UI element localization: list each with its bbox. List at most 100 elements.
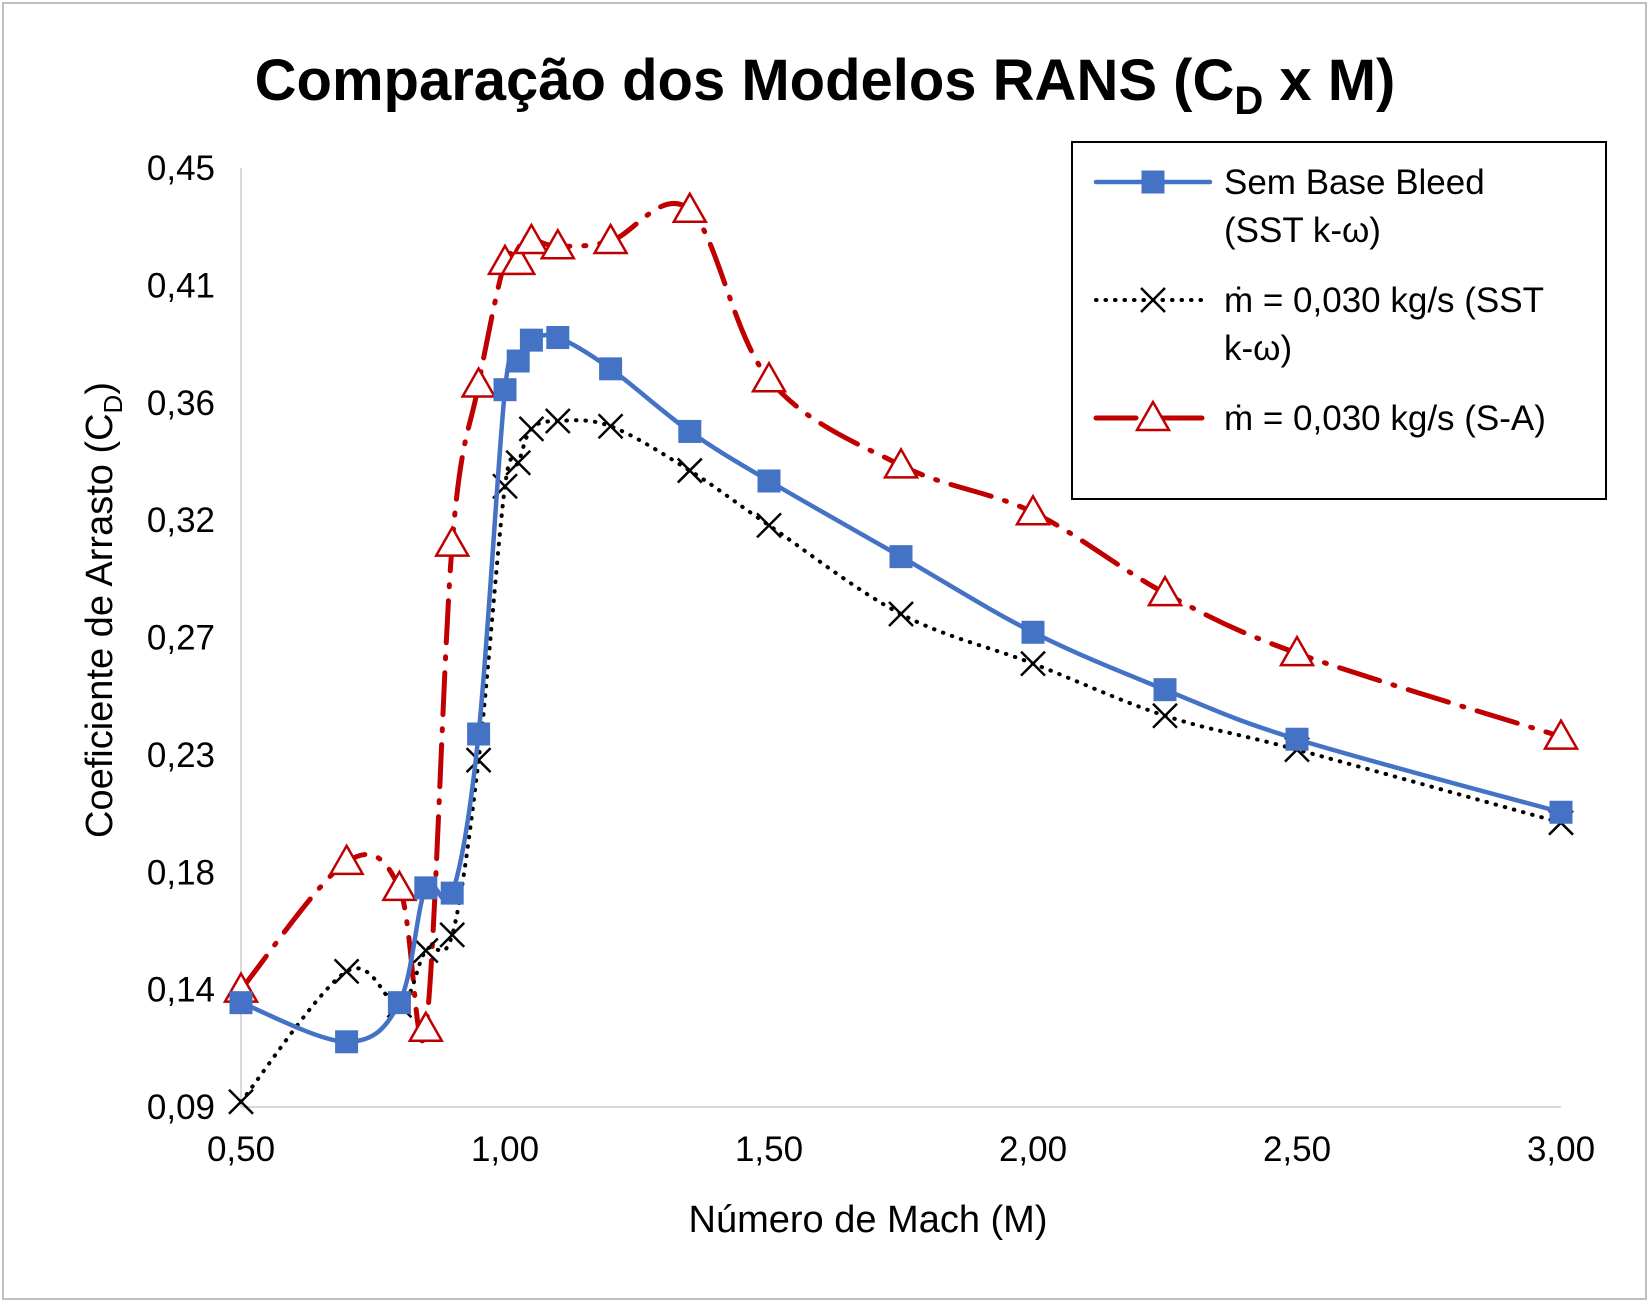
data-point-0 — [493, 378, 517, 402]
data-point-1 — [505, 449, 532, 476]
x-marker-stroke — [756, 512, 782, 539]
data-point-1 — [676, 457, 703, 484]
legend-marker — [1141, 170, 1165, 194]
x-marker-stroke — [1152, 702, 1178, 729]
y-tick-label: 0,36 — [147, 384, 215, 423]
x-tick-label: 2,50 — [1263, 1130, 1331, 1169]
legend-label: (SST k-ω) — [1224, 211, 1381, 250]
data-point-2 — [882, 446, 920, 479]
data-point-0 — [506, 349, 530, 373]
x-axis-label: Número de Mach (M) — [689, 1199, 1048, 1241]
y-tick-label: 0,09 — [147, 1088, 215, 1127]
x-marker-stroke — [333, 958, 360, 985]
data-point-1 — [888, 601, 914, 627]
data-point-2 — [750, 360, 788, 393]
data-point-0 — [1153, 678, 1177, 702]
series-layer — [222, 191, 1580, 1115]
data-point-0 — [1021, 620, 1045, 644]
y-tick-label: 0,32 — [147, 501, 215, 540]
data-point-1 — [439, 921, 466, 948]
legend-item-1: ṁ = 0,030 kg/s (SST k-ω) — [1094, 281, 1544, 368]
data-point-0 — [229, 991, 253, 1015]
data-point-2 — [1542, 718, 1580, 750]
data-point-1 — [333, 958, 360, 985]
data-point-1 — [465, 747, 492, 773]
x-tick-label: 0,50 — [207, 1130, 275, 1169]
legend-label: k-ω) — [1224, 329, 1292, 368]
x-tick-label: 3,00 — [1527, 1130, 1595, 1169]
legend: Sem Base Bleed (SST k-ω) ṁ = 0,030 kg/s (S… — [1071, 141, 1607, 500]
data-point-2 — [407, 1010, 444, 1042]
x-marker-stroke — [228, 1088, 254, 1115]
x-tick-label: 1,50 — [735, 1130, 803, 1169]
y-tick-label: 0,45 — [147, 149, 215, 188]
data-point-0 — [467, 722, 491, 746]
x-marker-stroke — [518, 415, 545, 442]
legend-label: ṁ = 0,030 kg/s (SST — [1224, 281, 1544, 320]
data-point-0 — [335, 1030, 359, 1054]
y-tick-label: 0,14 — [147, 971, 215, 1010]
data-point-1 — [544, 408, 571, 434]
y-axis-ticks: 0,09 0,14 0,18 0,23 0,27 0,32 0,36 0,41 0,45 — [147, 149, 215, 1127]
legend-marker — [1134, 399, 1172, 432]
data-point-1 — [597, 413, 624, 440]
x-marker-stroke — [505, 449, 532, 476]
data-point-1 — [1020, 650, 1046, 677]
data-point-2 — [671, 191, 708, 223]
data-point-0 — [414, 876, 438, 900]
y-axis-label: Coeficiente de Arrasto (CD) — [79, 382, 128, 838]
data-point-0 — [519, 328, 543, 352]
x-marker-stroke — [1140, 287, 1166, 313]
series-line-1 — [239, 418, 1563, 1104]
legend-item-2: ṁ = 0,030 kg/s (S-A) — [1093, 399, 1546, 438]
data-point-1 — [1152, 702, 1178, 729]
data-point-1 — [228, 1088, 254, 1115]
x-tick-label: 2,00 — [999, 1130, 1067, 1169]
data-point-2 — [381, 869, 418, 902]
series-0 — [229, 326, 1573, 1054]
legend-item-0: Sem Base Bleed (SST k-ω) — [1093, 163, 1485, 250]
data-point-2 — [1014, 493, 1052, 526]
y-tick-label: 0,18 — [147, 853, 215, 892]
x-axis-ticks: 0,50 1,00 1,50 2,00 2,50 3,00 — [207, 1130, 1595, 1169]
data-point-0 — [440, 881, 464, 905]
x-marker-stroke — [465, 747, 492, 773]
data-point-0 — [678, 419, 702, 443]
data-point-2 — [592, 222, 629, 255]
y-tick-label: 0,23 — [147, 736, 215, 775]
y-tick-label: 0,41 — [147, 266, 215, 305]
x-marker-stroke — [597, 413, 624, 440]
chart-title: Comparação dos Modelos RANS (CD x M) — [255, 48, 1396, 123]
data-point-2 — [1146, 574, 1184, 607]
data-point-2 — [539, 227, 576, 260]
legend-label: Sem Base Bleed — [1224, 163, 1485, 202]
data-point-1 — [518, 415, 545, 442]
data-point-1 — [756, 512, 782, 539]
x-tick-label: 1,00 — [471, 1130, 539, 1169]
series-2 — [222, 191, 1580, 1043]
legend-box — [1071, 141, 1607, 500]
x-marker-stroke — [888, 601, 914, 627]
legend-marker — [1140, 287, 1166, 313]
x-marker-stroke — [544, 408, 571, 434]
data-point-1 — [412, 937, 439, 964]
data-point-0 — [757, 469, 781, 493]
data-point-0 — [1549, 800, 1573, 824]
data-point-2 — [513, 222, 550, 255]
data-point-0 — [889, 545, 913, 569]
data-point-2 — [500, 243, 537, 276]
legend-label: ṁ = 0,030 kg/s (S-A) — [1224, 399, 1546, 438]
data-point-2 — [1278, 634, 1316, 667]
data-point-0 — [387, 991, 411, 1015]
data-point-0 — [599, 357, 623, 381]
x-marker-stroke — [676, 457, 703, 484]
data-point-2 — [328, 843, 365, 876]
x-marker-stroke — [412, 937, 439, 964]
data-point-0 — [546, 326, 570, 350]
data-point-2 — [460, 365, 497, 398]
y-tick-label: 0,27 — [147, 619, 215, 658]
data-point-2 — [434, 525, 471, 557]
data-point-0 — [1285, 727, 1309, 751]
series-1 — [228, 408, 1574, 1115]
